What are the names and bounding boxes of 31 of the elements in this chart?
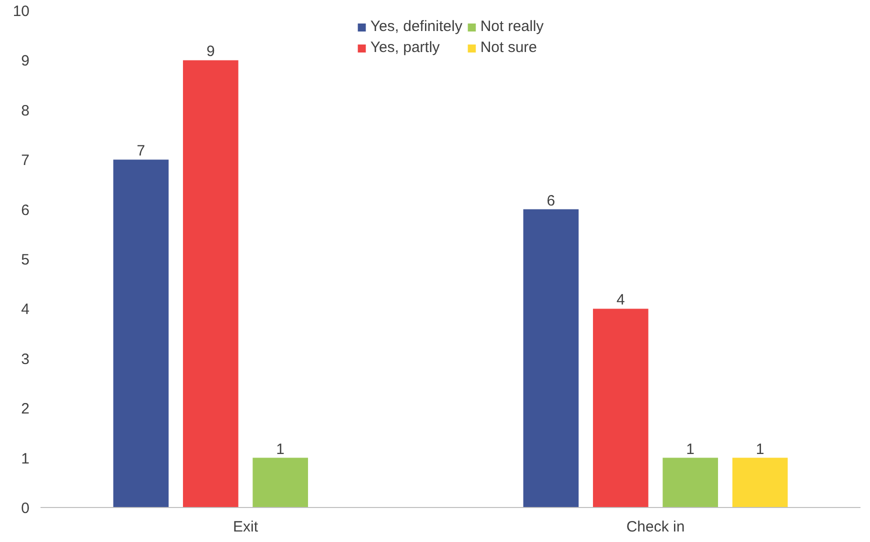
data-label: 4 [616,292,625,309]
legend-label: Not sure [480,39,538,56]
y-tick-label: 5 [21,252,30,268]
bar [592,308,648,508]
bar [732,458,788,508]
y-tick-label: 6 [21,202,30,219]
x-tick-label: Exit [233,518,259,536]
y-tick-label: 9 [21,52,30,70]
data-label: 1 [756,440,764,458]
y-tick-label: 3 [21,350,30,368]
bar [662,458,718,508]
y-tick-label: 2 [21,400,30,418]
data-label: 1 [276,440,285,458]
bar [252,458,308,508]
y-tick-label: 7 [21,152,30,170]
legend-label: Yes, definitely [370,18,462,35]
bar [182,60,238,508]
data-label: 1 [686,440,695,458]
data-label: 7 [136,142,146,160]
y-tick-label: 8 [21,102,30,120]
legend-label: Yes, partly [370,39,440,56]
bar [523,209,579,508]
data-label: 9 [206,43,215,60]
x-tick-label: Check in [626,518,685,536]
y-tick-label: 4 [21,301,30,318]
y-tick-label: 10 [12,3,30,20]
y-tick-label: 1 [21,450,30,468]
data-label: 6 [546,192,556,210]
bar [113,160,169,508]
legend-label: Not really [480,18,544,35]
y-tick-label: 0 [21,500,30,517]
